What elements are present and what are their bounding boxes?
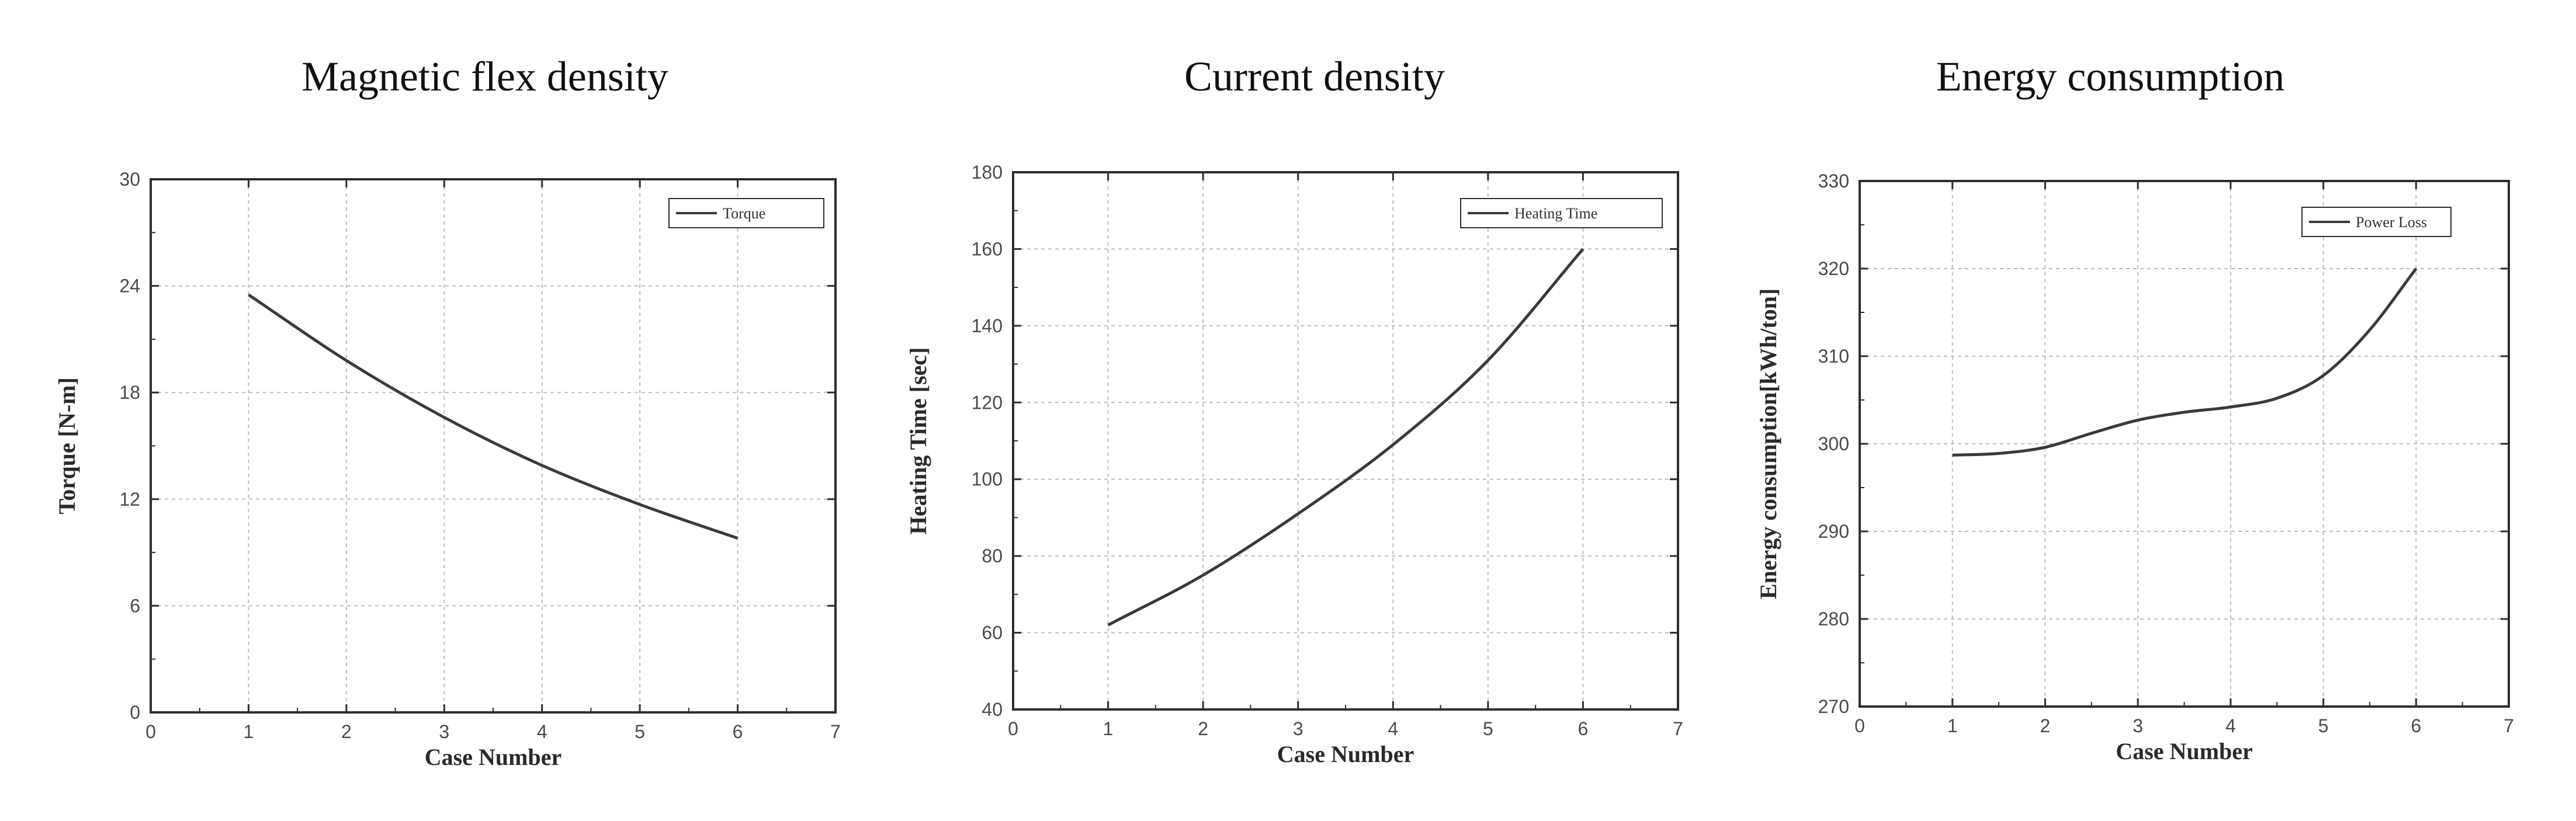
x-tick-label: 4: [1388, 718, 1398, 739]
x-tick-label: 3: [2133, 715, 2143, 736]
series-line-power-loss: [1952, 267, 2418, 457]
x-axis-label: Case Number: [1277, 741, 1414, 767]
x-tick-label: 1: [244, 721, 254, 742]
y-tick-label: 120: [972, 392, 1003, 413]
y-tick-label: 100: [972, 469, 1003, 490]
y-tick-label: 60: [982, 622, 1003, 643]
x-tick-label: 5: [1483, 718, 1493, 739]
gridlines: [151, 179, 835, 712]
series-line-torque: [248, 293, 739, 540]
x-tick-label: 2: [1198, 718, 1208, 739]
y-tick-label: 30: [119, 169, 140, 190]
plot-frame: [150, 178, 837, 714]
x-tick-label: 7: [2504, 715, 2514, 736]
x-tick-label: 4: [537, 721, 547, 742]
x-tick-label: 2: [2040, 715, 2051, 736]
y-tick-label: 24: [119, 276, 140, 297]
x-axis-label: Case Number: [2116, 738, 2252, 764]
y-tick-label: 40: [982, 699, 1003, 720]
x-tick-label: 1: [1103, 718, 1114, 739]
x-tick-label: 3: [1293, 718, 1303, 739]
legend-label: Heating Time: [1514, 205, 1597, 222]
x-tick-label: 3: [439, 721, 449, 742]
x-tick-label: 2: [341, 721, 352, 742]
chart-panel-2: Current density 0 1 2 3 4 5 6 7 40 60 80 100 120 140 16…: [905, 53, 1683, 767]
legend-label: Power Loss: [2356, 214, 2427, 231]
y-tick-label: 310: [1818, 346, 1849, 367]
x-tick-label: 7: [1673, 718, 1683, 739]
x-tick-label: 6: [1578, 718, 1589, 739]
x-axis-label: Case Number: [425, 744, 561, 770]
legend: Torque: [668, 198, 824, 228]
panel-title: Energy consumption: [1936, 53, 2285, 100]
legend: Power Loss: [2301, 207, 2452, 237]
y-tick-label: 330: [1818, 171, 1849, 192]
x-tick-label: 5: [2318, 715, 2329, 736]
y-tick-label: 0: [130, 702, 140, 723]
series-line-heating-time: [1107, 248, 1585, 627]
y-tick-label: 180: [972, 162, 1003, 183]
x-tick-label: 4: [2225, 715, 2236, 736]
panel-title: Magnetic flex density: [301, 53, 668, 100]
y-tick-label: 160: [972, 238, 1003, 259]
panel-title: Current density: [1184, 53, 1445, 100]
y-tick-label: 140: [972, 315, 1003, 336]
x-tick-label: 0: [145, 721, 156, 742]
y-tick-label: 6: [130, 595, 140, 616]
y-tick-label: 18: [119, 382, 140, 403]
y-tick-label: 300: [1818, 433, 1849, 454]
x-tick-label: 1: [1947, 715, 1958, 736]
y-tick-label: 290: [1818, 521, 1849, 542]
legend-label: Torque: [723, 205, 765, 222]
y-tick-label: 12: [119, 489, 140, 510]
y-tick-label: 320: [1818, 258, 1849, 279]
x-tick-label: 0: [1008, 718, 1018, 739]
x-tick-label: 7: [830, 721, 841, 742]
chart-panel-3: Energy consumption 0 1 2 3 4 5 6 7 270 280 290 300 31…: [1755, 53, 2514, 764]
x-tick-label: 5: [635, 721, 645, 742]
y-axis-label: Torque [N-m]: [54, 377, 80, 514]
y-tick-label: 80: [982, 545, 1003, 566]
gridlines: [1860, 181, 2509, 707]
x-tick-label: 0: [1854, 715, 1865, 736]
x-tick-label: 6: [733, 721, 743, 742]
y-tick-label: 280: [1818, 608, 1849, 629]
y-axis-label: Energy consumption[kWh/ton]: [1755, 288, 1781, 599]
x-tick-label: 6: [2411, 715, 2421, 736]
legend: Heating Time: [1460, 198, 1663, 228]
y-axis-label: Heating Time [sec]: [905, 347, 931, 535]
y-tick-label: 270: [1818, 696, 1849, 717]
